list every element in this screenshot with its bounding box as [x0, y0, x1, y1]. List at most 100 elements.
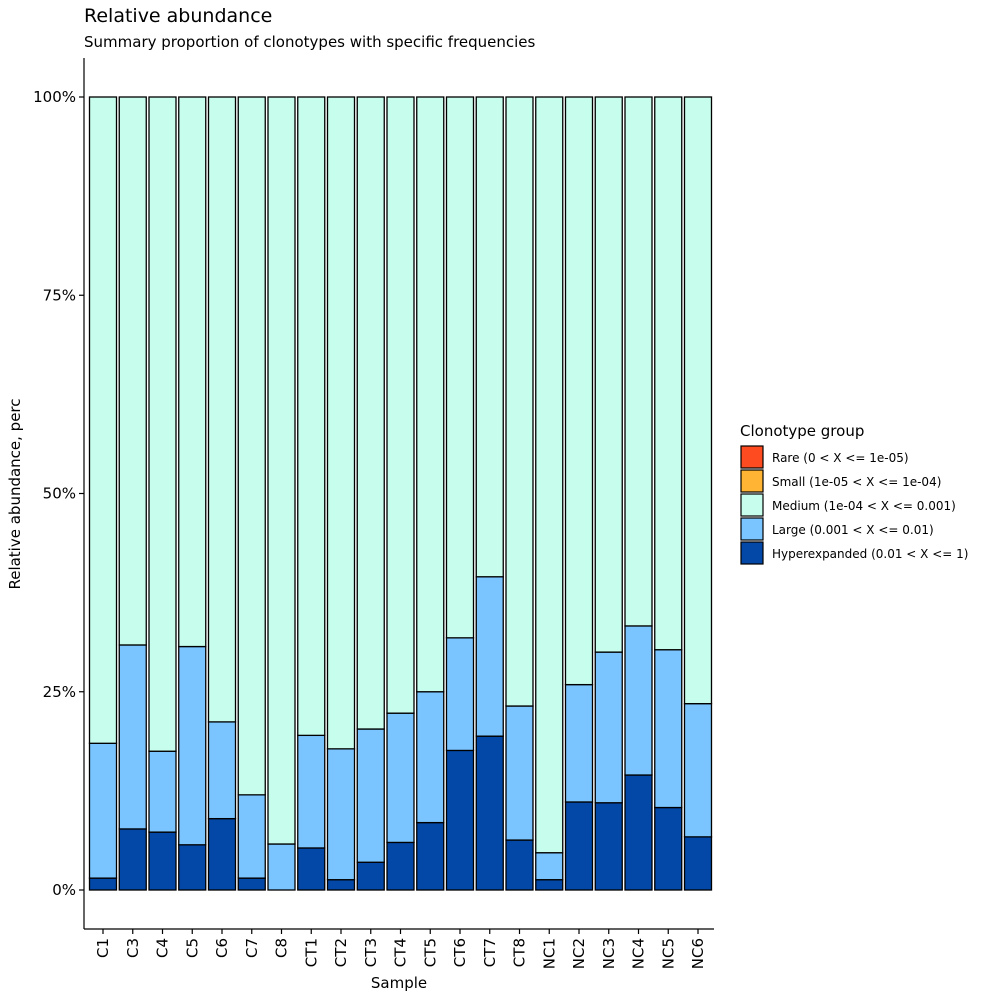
x-tick-label: C7: [243, 938, 261, 958]
x-tick-label: C6: [213, 938, 231, 958]
bar-nc5-hyperexpanded: [654, 806, 683, 891]
bar-ct1-medium: [297, 96, 326, 737]
bar-ct7-large: [475, 576, 504, 737]
bar-c4-medium: [148, 96, 177, 752]
bar-ct2-hyperexpanded: [326, 879, 356, 891]
x-tick-label: CT1: [302, 938, 320, 967]
x-tick-label: NC1: [540, 938, 558, 969]
bar-c6-medium: [207, 96, 237, 723]
legend-key-rare: [740, 445, 764, 469]
legend-key-medium: [740, 493, 764, 517]
bar-ct6-hyperexpanded: [445, 749, 475, 891]
bar-ct3-medium: [356, 96, 385, 730]
bar-nc5-medium: [654, 96, 683, 651]
x-tick-label: CT4: [392, 938, 410, 967]
x-axis-title: Sample: [371, 974, 427, 992]
bar-ct7-medium: [475, 96, 504, 578]
bar-ct7-hyperexpanded: [475, 735, 504, 891]
bar-nc4-medium: [624, 96, 653, 627]
bar-c5-hyperexpanded: [178, 844, 207, 891]
bar-ct6-large: [445, 637, 475, 752]
x-tick-label: C1: [94, 938, 112, 958]
bar-c8-medium: [267, 96, 296, 845]
bar-ct4-medium: [386, 96, 415, 714]
bar-nc4-large: [624, 625, 653, 776]
bar-ct1-hyperexpanded: [297, 847, 326, 891]
bar-c3-hyperexpanded: [118, 828, 147, 891]
legend-label-rare: Rare (0 < X <= 1e-05): [772, 451, 909, 465]
bar-nc6-large: [683, 702, 713, 838]
bar-ct3-hyperexpanded: [356, 861, 385, 891]
bar-nc2-large: [564, 683, 594, 803]
x-tick-label: CT5: [421, 938, 439, 967]
bar-nc5-large: [654, 649, 683, 809]
bar-c5-large: [178, 645, 207, 846]
bar-c3-medium: [118, 96, 147, 646]
y-tick-label: 75%: [43, 286, 76, 304]
legend-key-large: [740, 517, 764, 541]
x-tick-label: C5: [183, 938, 201, 958]
bar-nc6-medium: [683, 96, 713, 705]
bar-ct2-medium: [326, 96, 356, 750]
bar-c3-large: [118, 644, 147, 830]
chart-subtitle: Summary proportion of clonotypes with sp…: [84, 33, 536, 51]
bar-nc4-hyperexpanded: [624, 774, 653, 891]
bar-c8-large: [267, 843, 296, 891]
bar-c4-hyperexpanded: [148, 831, 177, 891]
x-tick-label: CT2: [332, 938, 350, 967]
bar-ct3-large: [356, 728, 385, 863]
legend-key-small: [740, 469, 764, 493]
legend-label-small: Small (1e-05 < X <= 1e-04): [772, 475, 941, 489]
bars-group: [88, 96, 713, 891]
bar-nc2-hyperexpanded: [564, 801, 594, 891]
y-tick-label: 50%: [43, 485, 76, 503]
bar-ct1-large: [297, 734, 326, 849]
bar-ct5-hyperexpanded: [416, 821, 445, 891]
bar-c1-large: [88, 742, 118, 879]
x-tick-label: C4: [154, 938, 172, 958]
legend-label-medium: Medium (1e-04 < X <= 0.001): [772, 499, 956, 513]
bar-nc1-large: [535, 852, 564, 881]
bar-c7-medium: [237, 96, 266, 796]
legend-label-large: Large (0.001 < X <= 0.01): [772, 523, 934, 537]
bar-ct8-hyperexpanded: [505, 839, 534, 891]
bar-nc2-medium: [564, 96, 594, 686]
bar-c6-large: [207, 721, 237, 820]
bar-ct8-medium: [505, 96, 534, 707]
bar-c4-large: [148, 750, 177, 833]
bar-ct6-medium: [445, 96, 475, 639]
bar-c6-hyperexpanded: [207, 817, 237, 891]
bar-c1-medium: [88, 96, 118, 744]
chart-title: Relative abundance: [84, 5, 272, 27]
bar-ct2-large: [326, 748, 356, 881]
x-tick-label: NC3: [600, 938, 618, 969]
bar-ct5-large: [416, 691, 445, 824]
bar-ct8-large: [505, 705, 534, 841]
x-tick-label: CT7: [481, 938, 499, 967]
bar-nc3-medium: [594, 96, 623, 653]
y-tick-label: 25%: [43, 683, 76, 701]
legend-label-hyperexpanded: Hyperexpanded (0.01 < X <= 1): [772, 547, 968, 561]
x-axis-ticks: C1 C3 C4 C5 C6 C7 C8 CT1 CT2 CT3 CT4 CT5 CT6 CT7 CT8 NC…: [94, 929, 707, 969]
bar-nc3-hyperexpanded: [594, 802, 623, 891]
bar-c7-hyperexpanded: [237, 877, 266, 891]
bar-c1-hyperexpanded: [88, 877, 118, 891]
bar-c7-large: [237, 794, 266, 879]
x-tick-label: NC4: [630, 938, 648, 969]
legend-key-hyperexpanded: [740, 541, 764, 565]
y-axis-title: Relative abundance, perc: [6, 398, 24, 589]
x-tick-label: C8: [273, 938, 291, 958]
x-tick-label: NC6: [689, 938, 707, 969]
y-tick-label: 0%: [52, 881, 76, 899]
bar-ct5-medium: [416, 96, 445, 693]
legend: Clonotype group Rare (0 < X <= 1e-05) Sma…: [740, 422, 968, 565]
x-tick-label: C3: [124, 938, 142, 958]
x-tick-label: NC5: [659, 938, 677, 969]
bar-ct4-large: [386, 712, 415, 844]
bar-c5-medium: [178, 96, 207, 648]
x-tick-label: CT6: [451, 938, 469, 967]
x-tick-label: CT8: [511, 938, 529, 967]
y-tick-label: 100%: [33, 88, 76, 106]
bar-ct4-hyperexpanded: [386, 841, 415, 891]
